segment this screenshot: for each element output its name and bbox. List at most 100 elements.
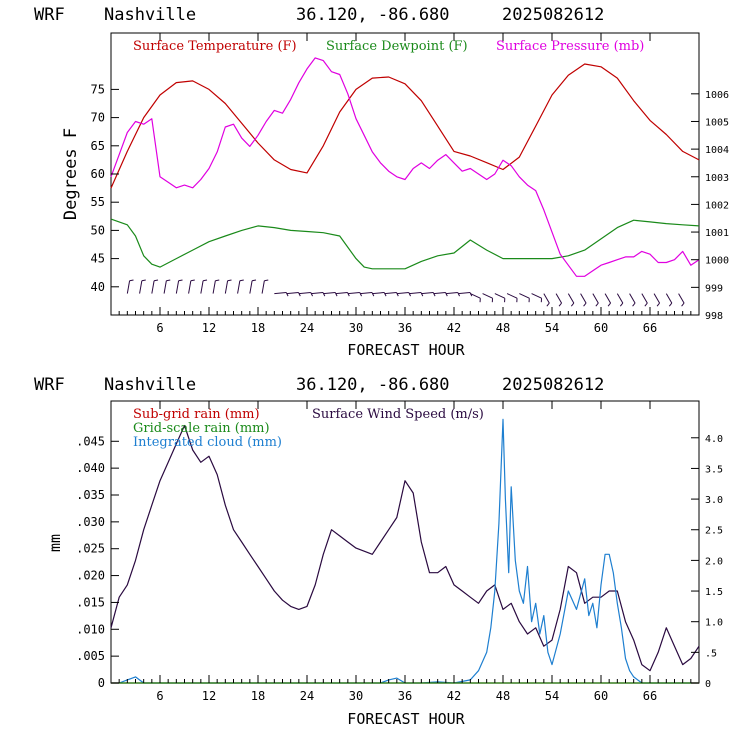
y-right-tick-label: 1001 (705, 228, 729, 239)
header-coords: 36.120, -86.680 (296, 5, 450, 25)
wind-barb-flag (584, 303, 587, 306)
y-right-tick-label: 3.5 (705, 464, 723, 475)
legend-subgrid-rain: Sub-grid rain (mm) (133, 407, 260, 422)
header-run: 2025082612 (502, 5, 604, 25)
wind-barb (287, 293, 299, 294)
wind-barb (495, 294, 505, 299)
legend-dewpoint: Surface Dewpoint (F) (326, 39, 468, 54)
y-right-tick-label: 1002 (705, 200, 729, 211)
wind-barb (483, 294, 493, 299)
y-right-tick-label: 1.0 (705, 618, 723, 629)
y-left-tick-label: .030 (76, 515, 105, 529)
wind-barb (299, 293, 311, 294)
x-tick-label: 24 (300, 689, 314, 703)
y-left-tick-label: 75 (91, 82, 105, 96)
wind-barb (164, 281, 166, 294)
x-tick-label: 54 (545, 689, 559, 703)
wind-barb (189, 281, 191, 294)
xlabel-bottom: FORECAST HOUR (347, 710, 465, 728)
wind-barb-flag (130, 280, 134, 281)
wind-barb-flag (215, 280, 219, 281)
wind-barb (336, 293, 348, 294)
wind-barb (605, 294, 611, 304)
wind-barb (176, 281, 178, 294)
y-left-tick-label: 0 (98, 676, 105, 690)
wind-barb-flag (645, 303, 648, 306)
x-tick-label: 42 (447, 689, 461, 703)
wind-barb-flag (547, 303, 550, 306)
wind-barb-flag (657, 303, 660, 306)
wind-barb (360, 293, 372, 294)
x-tick-label: 66 (643, 321, 657, 335)
wind-barb (556, 294, 562, 304)
plot-frame-top (111, 33, 699, 315)
x-tick-label: 60 (594, 689, 608, 703)
y-left-tick-label: .020 (76, 569, 105, 583)
y-left-tick-label: 70 (91, 111, 105, 125)
wind-barb (421, 293, 433, 294)
wind-barb-flag (264, 280, 268, 281)
y-left-tick-label: .035 (76, 488, 105, 502)
y-right-tick-label: 1004 (705, 145, 729, 156)
wind-barb (238, 281, 240, 294)
x-tick-label: 36 (398, 321, 412, 335)
wind-barb (446, 293, 458, 294)
y-right-tick-label: 4.0 (705, 434, 723, 445)
wind-barb (348, 293, 360, 294)
x-tick-label: 30 (349, 321, 363, 335)
wind-barb (593, 294, 599, 304)
wind-barb (274, 293, 286, 294)
y-left-tick-label: .005 (76, 649, 105, 663)
ylabel-bottom: mm (46, 534, 64, 552)
x-tick-label: 12 (202, 321, 216, 335)
legend-wind-speed: Surface Wind Speed (m/s) (312, 407, 484, 422)
header-coords-2: 36.120, -86.680 (296, 375, 450, 395)
y-right-tick-label: 1005 (705, 117, 729, 128)
wind-barb (201, 281, 203, 294)
wind-barb (385, 293, 397, 294)
xlabel-top: FORECAST HOUR (347, 341, 465, 359)
wind-barb-flag (191, 280, 195, 281)
wind-barb (409, 293, 421, 294)
y-right-tick-label: 999 (705, 283, 723, 294)
wind-barb (679, 294, 685, 304)
wind-barb (311, 293, 323, 294)
x-tick-label: 42 (447, 321, 461, 335)
y-right-tick-label: 2.0 (705, 556, 723, 567)
y-right-tick-label: 2.5 (705, 526, 723, 537)
wind-barb (434, 293, 446, 294)
wind-barb (544, 294, 550, 304)
wind-barb-flag (142, 280, 146, 281)
wind-line (111, 426, 699, 671)
x-tick-label: 48 (496, 321, 510, 335)
y-right-tick-label: 0 (705, 679, 711, 690)
x-tick-label: 6 (156, 321, 163, 335)
wind-barb (397, 293, 409, 294)
header-model-2: WRF (34, 375, 65, 395)
y-right-tick-label: 1000 (705, 256, 729, 267)
wind-barb-flag (608, 303, 611, 306)
y-right-tick-label: 1.5 (705, 587, 723, 598)
y-left-tick-label: 45 (91, 252, 105, 266)
wind-barb-flag (179, 280, 183, 281)
ylabel-top: Degrees F (61, 128, 81, 220)
header-top: WRF Nashville 36.120, -86.680 2025082612 (34, 5, 604, 25)
wind-barb (250, 281, 252, 294)
wind-barb-flag (596, 303, 599, 306)
x-tick-label: 48 (496, 689, 510, 703)
y-right-tick-label: .5 (705, 648, 717, 659)
x-tick-label: 54 (545, 321, 559, 335)
y-right-tick-label: 998 (705, 311, 723, 322)
x-tick-label: 60 (594, 321, 608, 335)
wind-barb (152, 281, 154, 294)
temperature-line (111, 64, 699, 188)
wind-barb-flag (669, 303, 672, 306)
wind-barb-flag (252, 280, 256, 281)
wind-barb (630, 294, 636, 304)
x-tick-label: 36 (398, 689, 412, 703)
plot-area-top (111, 58, 699, 306)
y-right-tick-label: 1006 (705, 90, 729, 101)
wind-barb (372, 293, 384, 294)
wind-barb (617, 294, 623, 304)
